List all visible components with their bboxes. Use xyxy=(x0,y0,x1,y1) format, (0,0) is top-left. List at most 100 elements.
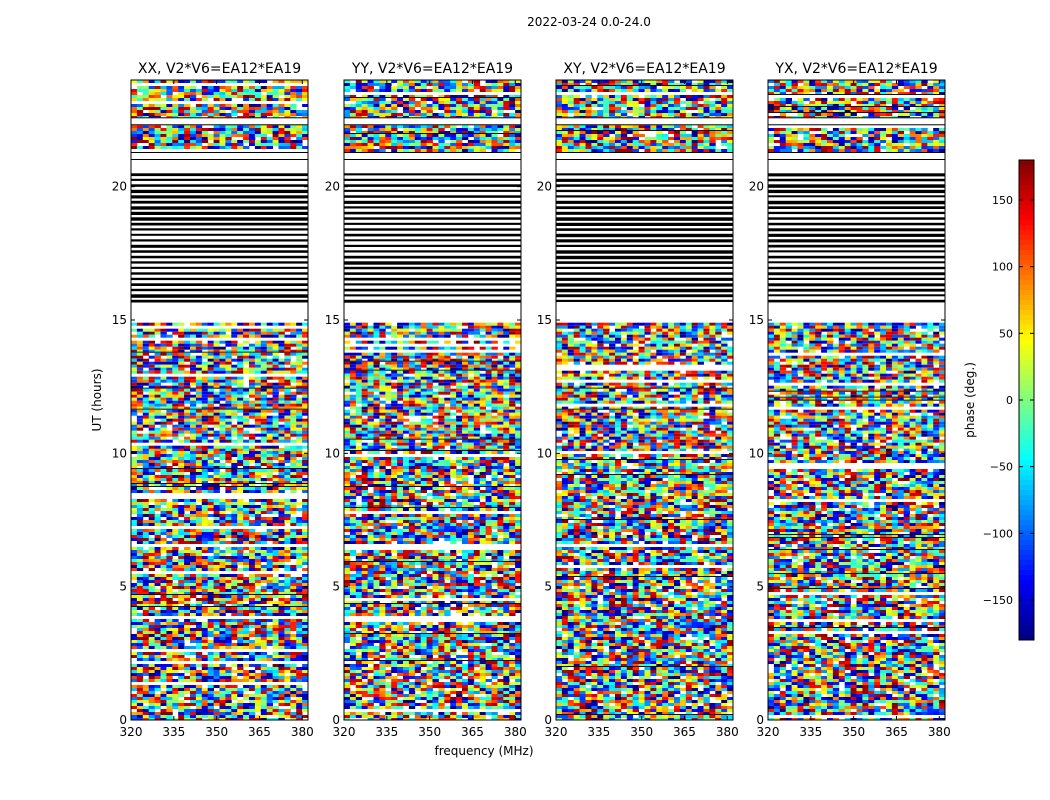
colorbar-segment xyxy=(1019,610,1034,616)
x-tick-label: 365 xyxy=(673,725,696,739)
x-tick-label: 320 xyxy=(333,725,356,739)
colorbar-segment xyxy=(1019,375,1034,381)
colorbar-segment xyxy=(1019,615,1034,621)
panel-frame xyxy=(767,79,946,721)
colorbar-segment xyxy=(1019,170,1034,176)
panel-title: YX, V2*V6=EA12*EA19 xyxy=(774,61,937,77)
colorbar-segment xyxy=(1019,295,1034,301)
colorbar-segment xyxy=(1019,545,1034,551)
colorbar-segment xyxy=(1019,370,1034,376)
colorbar-segment xyxy=(1019,255,1034,261)
phase-heatmap xyxy=(344,80,521,720)
colorbar-segment xyxy=(1019,535,1034,541)
figure-suptitle: 2022-03-24 0.0-24.0 xyxy=(527,15,651,29)
colorbar-segment xyxy=(1019,575,1034,581)
colorbar-segment xyxy=(1019,530,1034,536)
colorbar-segment xyxy=(1019,205,1034,211)
colorbar-segment xyxy=(1019,300,1034,306)
colorbar-segment xyxy=(1019,515,1034,521)
colorbar-segment xyxy=(1019,195,1034,201)
colorbar-segment xyxy=(1019,360,1034,366)
colorbar-segment xyxy=(1019,330,1034,336)
x-tick-label: 320 xyxy=(120,725,143,739)
colorbar-segment xyxy=(1019,520,1034,526)
x-tick-label: 350 xyxy=(842,725,865,739)
y-tick-label: 15 xyxy=(537,313,552,327)
x-tick-label: 335 xyxy=(587,725,610,739)
colorbar-segment xyxy=(1019,315,1034,321)
colorbar-segment xyxy=(1019,335,1034,341)
colorbar-segment xyxy=(1019,200,1034,206)
phase-heatmap xyxy=(131,80,308,720)
colorbar-segment xyxy=(1019,175,1034,181)
x-tick-label: 350 xyxy=(205,725,228,739)
colorbar-segment xyxy=(1019,565,1034,571)
colorbar-segment xyxy=(1019,280,1034,286)
colorbar-segment xyxy=(1019,320,1034,326)
x-tick-label: 365 xyxy=(461,725,484,739)
y-tick-label: 15 xyxy=(749,313,764,327)
colorbar-segment xyxy=(1019,270,1034,276)
colorbar-segment xyxy=(1019,265,1034,271)
x-tick-label: 320 xyxy=(757,725,780,739)
panel-frame xyxy=(343,79,522,721)
colorbar-segment xyxy=(1019,460,1034,466)
colorbar-segment xyxy=(1019,490,1034,496)
panel-yx: YX, V2*V6=EA12*EA19 320 335 350 365 380 0 5 10 15… xyxy=(749,61,951,739)
colorbar-segment xyxy=(1019,290,1034,296)
colorbar-segment xyxy=(1019,495,1034,501)
colorbar-segment xyxy=(1019,190,1034,196)
colorbar-segment xyxy=(1019,425,1034,431)
colorbar-segment xyxy=(1019,305,1034,311)
colorbar: −150 −100 −50 0 50 100 150 phase (deg.) xyxy=(963,159,1035,641)
y-axis-label: UT (hours) xyxy=(90,368,104,431)
y-tick-label: 5 xyxy=(332,580,340,594)
panel-frame xyxy=(555,79,734,721)
colorbar-segment xyxy=(1019,455,1034,461)
colorbar-segment xyxy=(1019,235,1034,241)
panel-xx: XX, V2*V6=EA12*EA19 320 335 350 365 380 0 5 10 15… xyxy=(112,61,314,739)
x-tick-label: 335 xyxy=(375,725,398,739)
y-tick-label: 15 xyxy=(112,313,127,327)
colorbar-tick-label: 150 xyxy=(992,194,1013,207)
colorbar-tick-label: 100 xyxy=(992,261,1013,274)
colorbar-segment xyxy=(1019,510,1034,516)
colorbar-segment xyxy=(1019,240,1034,246)
panel-frame xyxy=(130,79,309,721)
colorbar-segment xyxy=(1019,345,1034,351)
phase-heatmap xyxy=(768,80,945,720)
colorbar-segment xyxy=(1019,260,1034,266)
colorbar-segment xyxy=(1019,625,1034,631)
colorbar-segment xyxy=(1019,380,1034,386)
y-tick-label: 20 xyxy=(749,180,764,194)
colorbar-segment xyxy=(1019,385,1034,391)
colorbar-segment xyxy=(1019,480,1034,486)
y-tick-label: 10 xyxy=(537,446,552,460)
colorbar-segment xyxy=(1019,350,1034,356)
colorbar-segment xyxy=(1019,540,1034,546)
y-tick-label: 20 xyxy=(325,180,340,194)
colorbar-segment xyxy=(1019,220,1034,226)
y-tick-label: 15 xyxy=(325,313,340,327)
x-tick-label: 365 xyxy=(885,725,908,739)
panel-title: YY, V2*V6=EA12*EA19 xyxy=(351,61,513,77)
colorbar-segment xyxy=(1019,435,1034,441)
colorbar-segment xyxy=(1019,285,1034,291)
colorbar-segment xyxy=(1019,275,1034,281)
colorbar-segment xyxy=(1019,605,1034,611)
y-tick-label: 20 xyxy=(537,180,552,194)
colorbar-segment xyxy=(1019,430,1034,436)
colorbar-segment xyxy=(1019,635,1034,641)
colorbar-segment xyxy=(1019,415,1034,421)
colorbar-segment xyxy=(1019,400,1034,406)
x-tick-label: 380 xyxy=(716,725,739,739)
colorbar-segment xyxy=(1019,555,1034,561)
y-tick-label: 10 xyxy=(749,446,764,460)
panel-xy: XY, V2*V6=EA12*EA19 320 335 350 365 380 0 5 10 15… xyxy=(537,61,739,739)
y-tick-label: 0 xyxy=(756,713,764,727)
x-tick-label: 320 xyxy=(545,725,568,739)
x-tick-label: 350 xyxy=(418,725,441,739)
colorbar-segment xyxy=(1019,165,1034,171)
colorbar-segment xyxy=(1019,230,1034,236)
